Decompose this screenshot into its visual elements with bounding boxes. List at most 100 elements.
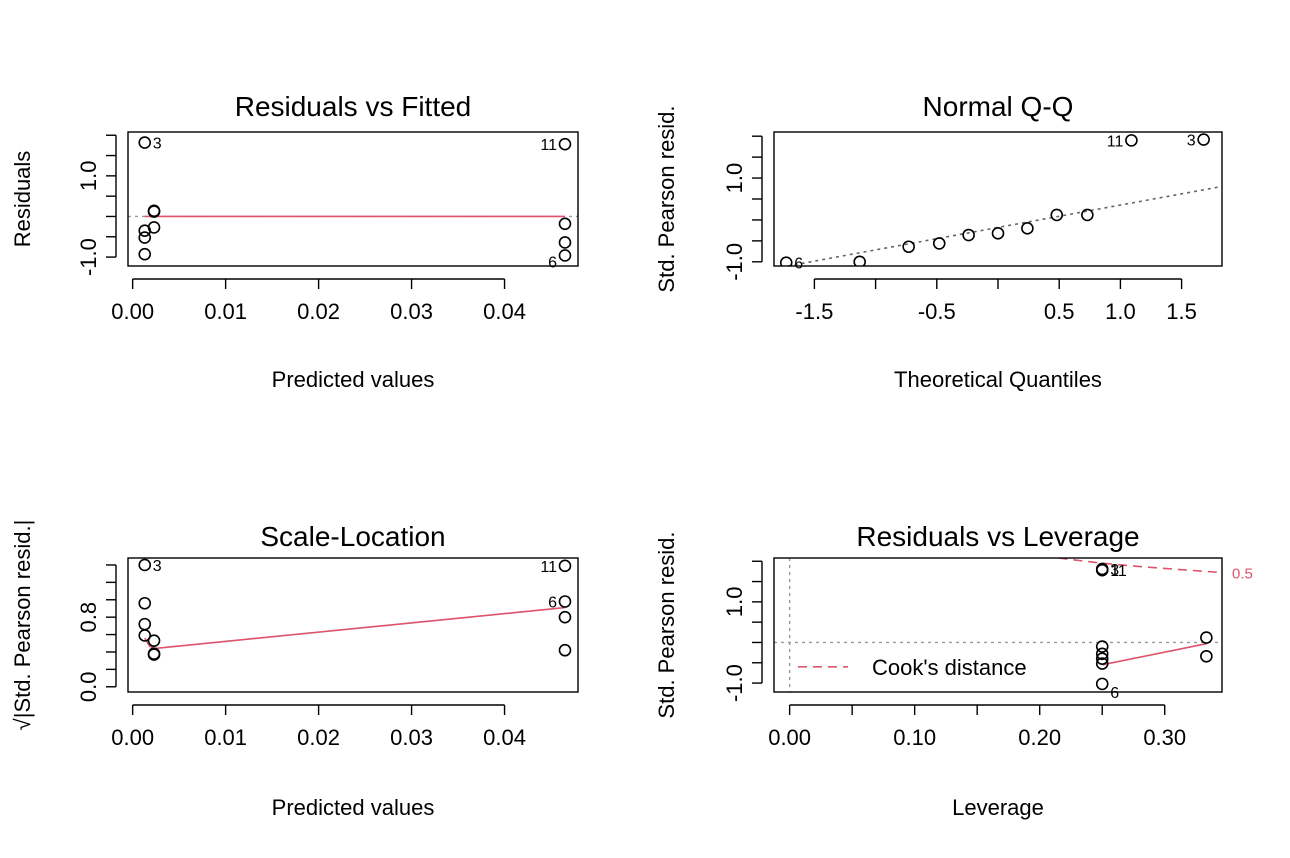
y-tick-label: 1.0 bbox=[722, 587, 747, 618]
plot-area bbox=[128, 136, 578, 262]
data-point bbox=[138, 629, 152, 642]
x-tick-label: 0.10 bbox=[893, 725, 936, 750]
y-axis-label-prefix: √| bbox=[10, 713, 35, 731]
smooth-line bbox=[144, 606, 566, 650]
data-point bbox=[1095, 677, 1109, 691]
point-label: 11 bbox=[1110, 563, 1127, 580]
chart-title: Residuals vs Fitted bbox=[235, 91, 472, 122]
x-tick-label: 0.5 bbox=[1044, 299, 1075, 324]
x-tick-label: -1.5 bbox=[795, 299, 833, 324]
data-point bbox=[138, 617, 152, 631]
data-point bbox=[962, 228, 975, 242]
x-axis-label: Predicted values bbox=[272, 795, 435, 820]
data-point bbox=[147, 634, 161, 647]
plot-frame bbox=[773, 557, 1223, 693]
x-tick-label: 0.00 bbox=[111, 299, 154, 324]
x-tick-label: 0.30 bbox=[1143, 725, 1186, 750]
cooks-distance-curve bbox=[1058, 558, 1222, 574]
data-point bbox=[1095, 657, 1109, 670]
plot-area bbox=[779, 133, 1222, 266]
point-label: 6 bbox=[794, 256, 803, 273]
residuals-vs-fitted-panel: Residuals vs Fitted Predicted values Resid… bbox=[10, 91, 579, 392]
data-point bbox=[558, 610, 572, 624]
chart-title: Residuals vs Leverage bbox=[856, 521, 1139, 552]
data-point bbox=[1125, 134, 1138, 147]
data-point bbox=[1021, 222, 1034, 235]
chart-title: Scale-Location bbox=[260, 521, 445, 552]
data-point bbox=[147, 204, 161, 218]
data-point bbox=[932, 237, 946, 250]
x-tick-label: 0.04 bbox=[483, 725, 526, 750]
data-point bbox=[558, 559, 572, 573]
data-point bbox=[558, 249, 572, 262]
scale-location-panel: Scale-Location Predicted values √|Std. Pea… bbox=[10, 520, 579, 820]
point-label: 3 bbox=[153, 558, 162, 575]
data-point bbox=[991, 227, 1005, 240]
x-tick-label: -0.5 bbox=[918, 299, 956, 324]
x-axis-label: Predicted values bbox=[272, 367, 435, 392]
x-tick-label: 0.00 bbox=[111, 725, 154, 750]
y-tick-label: -1.0 bbox=[722, 243, 747, 281]
point-label: 3 bbox=[1187, 133, 1196, 150]
y-axis-label: Std. Pearson resid. bbox=[654, 531, 679, 718]
data-point bbox=[1095, 563, 1109, 577]
y-axis-label: Std. Pearson resid. bbox=[654, 105, 679, 292]
data-point bbox=[138, 596, 152, 610]
data-point bbox=[147, 221, 161, 234]
data-point bbox=[558, 643, 572, 657]
data-point bbox=[558, 236, 572, 249]
point-label: 11 bbox=[540, 137, 557, 154]
x-tick-label: 0.02 bbox=[297, 299, 340, 324]
data-point bbox=[1095, 647, 1109, 661]
y-axis-label-text: Std. Pearson resid. bbox=[654, 105, 679, 292]
plot-frame bbox=[127, 557, 579, 693]
data-point bbox=[1095, 640, 1109, 653]
data-point bbox=[779, 256, 793, 266]
y-tick-label: -1.0 bbox=[722, 664, 747, 702]
data-point bbox=[1197, 133, 1210, 146]
x-tick-label: 0.03 bbox=[390, 299, 433, 324]
data-point bbox=[902, 240, 915, 254]
y-axis-label-suffix: | bbox=[10, 520, 35, 526]
data-point bbox=[853, 255, 866, 266]
y-axis-label: √|Std. Pearson resid.| bbox=[10, 520, 35, 731]
data-point bbox=[1200, 649, 1213, 663]
data-point bbox=[138, 136, 152, 149]
x-axis-label: Theoretical Quantiles bbox=[894, 367, 1102, 392]
point-label: 11 bbox=[540, 559, 557, 576]
x-tick-label: 0.00 bbox=[768, 725, 811, 750]
y-tick-label: 1.0 bbox=[76, 161, 101, 192]
point-label: 3 bbox=[153, 136, 162, 153]
plot-area bbox=[774, 558, 1222, 692]
data-point bbox=[138, 247, 152, 261]
point-label: 6 bbox=[548, 595, 557, 612]
normal-qq-panel: Normal Q-Q Theoretical Quantiles Std. Pear… bbox=[654, 91, 1223, 392]
x-tick-label: 0.01 bbox=[204, 299, 247, 324]
y-tick-label: 0.8 bbox=[76, 602, 101, 633]
cooks-distance-level-label: 0.5 bbox=[1232, 566, 1253, 583]
point-label: 6 bbox=[1110, 685, 1119, 702]
smooth-line bbox=[1102, 642, 1207, 666]
data-point bbox=[1050, 208, 1064, 222]
data-point bbox=[1200, 631, 1213, 644]
point-label: 6 bbox=[548, 254, 557, 271]
plot-frame bbox=[127, 131, 579, 267]
x-tick-label: 0.02 bbox=[297, 725, 340, 750]
y-tick-label: -1.0 bbox=[76, 238, 101, 276]
residuals-vs-leverage-panel: Residuals vs Leverage Leverage Std. Pearso… bbox=[654, 521, 1253, 820]
chart-title: Normal Q-Q bbox=[923, 91, 1074, 122]
data-point bbox=[558, 137, 572, 151]
y-axis-label-text: Std. Pearson resid. bbox=[654, 531, 679, 718]
point-label: 3 bbox=[1110, 562, 1119, 579]
qq-reference-line bbox=[783, 185, 1222, 266]
plot-frame bbox=[773, 131, 1223, 267]
x-tick-label: 0.03 bbox=[390, 725, 433, 750]
point-label: 11 bbox=[1107, 133, 1124, 150]
legend-entry: Cook's distance bbox=[872, 655, 1027, 680]
y-axis-label: Residuals bbox=[10, 151, 35, 248]
data-point bbox=[147, 647, 161, 661]
data-point bbox=[1095, 652, 1109, 666]
data-point bbox=[138, 231, 152, 244]
x-tick-label: 0.20 bbox=[1018, 725, 1061, 750]
